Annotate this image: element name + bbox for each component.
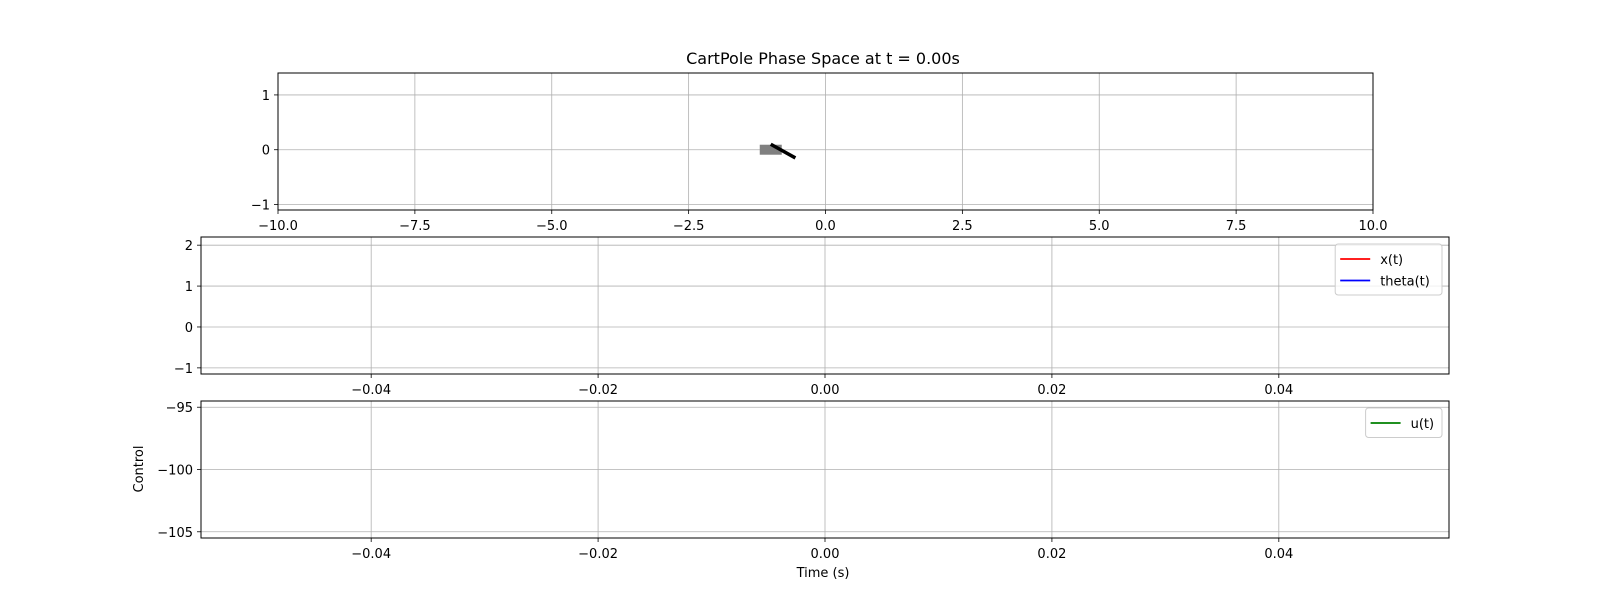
phase-space-y-tick-label: −1 xyxy=(251,199,270,214)
phase-space-x-tick-label: −7.5 xyxy=(399,219,431,234)
state-legend-label: theta(t) xyxy=(1380,275,1430,290)
phase-space-x-tick-label: 0.0 xyxy=(815,219,836,234)
state-y-tick-label: 0 xyxy=(185,321,193,336)
phase-space-grid xyxy=(277,73,1374,210)
state-x-tick-label: 0.00 xyxy=(811,383,840,398)
phase-space-y-tick-label: 0 xyxy=(262,144,270,159)
phase-space-x-tick-label: −10.0 xyxy=(258,219,298,234)
control-x-axis-label: Time (s) xyxy=(796,566,850,581)
phase-space-y-tick-label: 1 xyxy=(262,89,270,104)
state-y-tick-label: −1 xyxy=(174,362,193,377)
state-frame xyxy=(200,236,1450,375)
phase-space-x-ticks: −10.0 −7.5 −5.0 −2.5 0.0 2.5 5.0 7.5 10.0 xyxy=(258,210,1387,234)
state-y-tick-label: 1 xyxy=(185,280,193,295)
pole xyxy=(769,142,797,160)
phase-space-x-tick-label: 5.0 xyxy=(1089,219,1110,234)
control-y-tick-label: −105 xyxy=(157,526,193,541)
state-y-ticks: −1 0 1 2 xyxy=(174,239,201,377)
control-x-tick-label: 0.04 xyxy=(1264,547,1293,562)
phase-space-marks xyxy=(759,142,797,160)
cart-body xyxy=(759,144,782,155)
control-x-ticks: −0.04 −0.02 0.00 0.02 0.04 xyxy=(351,538,1293,562)
control-y-ticks: −105 −100 −95 xyxy=(157,401,201,541)
control-grid xyxy=(201,401,1449,538)
phase-space-x-tick-label: −2.5 xyxy=(673,219,705,234)
phase-space-x-tick-label: 7.5 xyxy=(1226,219,1247,234)
control-y-axis-label: Control xyxy=(132,446,147,493)
control-x-tick-label: 0.02 xyxy=(1037,547,1066,562)
control-legend-box xyxy=(1365,407,1443,438)
state-y-tick-label: 2 xyxy=(185,239,193,254)
phase-space-panel: CartPole Phase Space at t = 0.00s −10.0−… xyxy=(251,49,1388,234)
phase-space-frame xyxy=(277,72,1374,211)
control-x-tick-label: 0.00 xyxy=(811,547,840,562)
state-x-tick-label: 0.04 xyxy=(1264,383,1293,398)
phase-space-x-tick-label: −5.0 xyxy=(536,219,568,234)
state-legend-box xyxy=(1334,243,1443,296)
control-panel: −0.04 −0.02 0.00 0.02 0.04 −105−100−95 u(t) … xyxy=(132,400,1450,581)
control-x-tick-label: −0.02 xyxy=(578,547,618,562)
control-y-tick-label: −100 xyxy=(157,464,193,479)
state-grid xyxy=(201,237,1449,374)
state-legend: x(t) theta(t) xyxy=(1334,243,1443,296)
control-frame xyxy=(200,400,1450,539)
state-legend-label: x(t) xyxy=(1380,253,1403,268)
phase-space-x-tick-label: 10.0 xyxy=(1359,219,1388,234)
state-panel: −0.04 −0.02 0.00 0.02 0.04 −1 0 1 2 x(t) theta(t… xyxy=(174,236,1450,398)
control-y-tick-label: −95 xyxy=(166,401,193,416)
phase-space-x-tick-label: 2.5 xyxy=(952,219,973,234)
state-x-tick-label: 0.02 xyxy=(1037,383,1066,398)
phase-space-title: CartPole Phase Space at t = 0.00s xyxy=(686,49,960,68)
state-x-tick-label: −0.02 xyxy=(578,383,618,398)
control-x-tick-label: −0.04 xyxy=(351,547,391,562)
control-legend-label: u(t) xyxy=(1411,417,1434,432)
state-x-tick-label: −0.04 xyxy=(351,383,391,398)
state-x-ticks: −0.04 −0.02 0.00 0.02 0.04 xyxy=(351,374,1293,398)
control-legend: u(t) xyxy=(1365,407,1443,438)
phase-space-y-ticks: −1 0 1 xyxy=(251,89,278,214)
